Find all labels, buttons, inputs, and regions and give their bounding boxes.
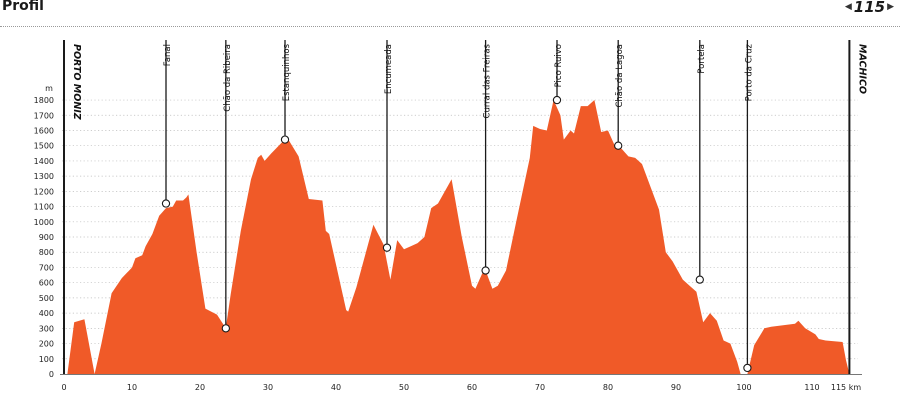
waypoint-label: Chão da Ribeira: [223, 44, 233, 112]
endpoint-label: PORTO MONIZ: [71, 44, 82, 121]
endpoint-label: MACHICO: [856, 44, 867, 94]
waypoint-marker: [695, 275, 704, 284]
y-tick-label: 600: [39, 279, 54, 288]
y-tick-label: 300: [39, 324, 54, 333]
x-tick-label: 10: [127, 383, 137, 392]
page-title: Profil: [2, 0, 44, 14]
x-tick-label: 110: [804, 383, 819, 392]
x-tick-label: 50: [399, 383, 409, 392]
y-tick-label: 1400: [34, 157, 54, 166]
y-tick-label: 1700: [34, 111, 54, 120]
waypoint-label: Estanquinhos: [282, 43, 292, 101]
page-number: 115: [853, 0, 886, 16]
y-axis-unit-label: m: [45, 84, 53, 93]
waypoint-label: Chão da Lagoa: [615, 44, 625, 108]
y-tick-label: 0: [49, 370, 54, 379]
x-tick-label: 30: [263, 383, 273, 392]
x-tick-label: 40: [331, 383, 341, 392]
chart-markers: PORTO MONIZ Fanal Chão da Ribeira Estanquin…: [63, 40, 867, 374]
waypoint-marker: [382, 243, 392, 252]
waypoint-label: Porto da Cruz: [744, 43, 754, 101]
x-tick-label: 80: [603, 383, 613, 392]
y-tick-label: 500: [39, 294, 54, 303]
waypoint-marker: [614, 141, 623, 150]
x-tick-label: 100: [736, 383, 751, 392]
waypoint-marker: [221, 324, 230, 333]
x-tick-label: 0: [61, 383, 66, 392]
page-navigation: ◀ 115 ▶: [845, 0, 894, 16]
y-tick-label: 800: [39, 248, 54, 257]
y-tick-label: 400: [39, 309, 54, 318]
x-tick-label: 70: [535, 383, 545, 392]
waypoint-marker: [481, 266, 490, 275]
waypoint-label: Encumeada: [384, 44, 394, 94]
y-tick-label: 900: [39, 233, 54, 242]
elevation-area: [67, 100, 850, 374]
y-tick-label: 1800: [34, 96, 54, 105]
triangle-left-icon[interactable]: ◀: [844, 2, 852, 12]
triangle-right-icon[interactable]: ▶: [887, 2, 894, 12]
x-tick-label: 60: [467, 383, 477, 392]
waypoint-marker: [743, 363, 752, 373]
y-tick-label: 1000: [34, 218, 54, 227]
waypoint-marker: [280, 135, 290, 144]
chart-axes: 0100200300400500600700800900100011001200…: [34, 84, 862, 392]
waypoint-label: Portela: [697, 44, 707, 74]
x-tick-label: 20: [195, 383, 205, 392]
y-tick-label: 100: [39, 355, 54, 364]
x-tick-label: 90: [671, 383, 681, 392]
y-tick-label: 1500: [34, 142, 54, 151]
y-tick-label: 200: [39, 340, 54, 349]
waypoint-marker: [161, 199, 171, 208]
y-tick-label: 1100: [34, 203, 54, 212]
x-tick-label: 115 km: [831, 383, 861, 392]
waypoint-marker: [552, 95, 562, 105]
waypoint-label: Pico Ruivo: [554, 44, 564, 87]
waypoint-label: Fanal: [163, 44, 173, 66]
y-tick-label: 700: [39, 263, 54, 272]
y-tick-label: 1600: [34, 126, 54, 135]
chart-plot-area: [67, 100, 850, 374]
header-divider: [0, 26, 900, 27]
waypoint-label: Curral das Freiras: [483, 43, 493, 118]
y-tick-label: 1300: [34, 172, 54, 181]
y-tick-label: 1200: [34, 187, 54, 196]
